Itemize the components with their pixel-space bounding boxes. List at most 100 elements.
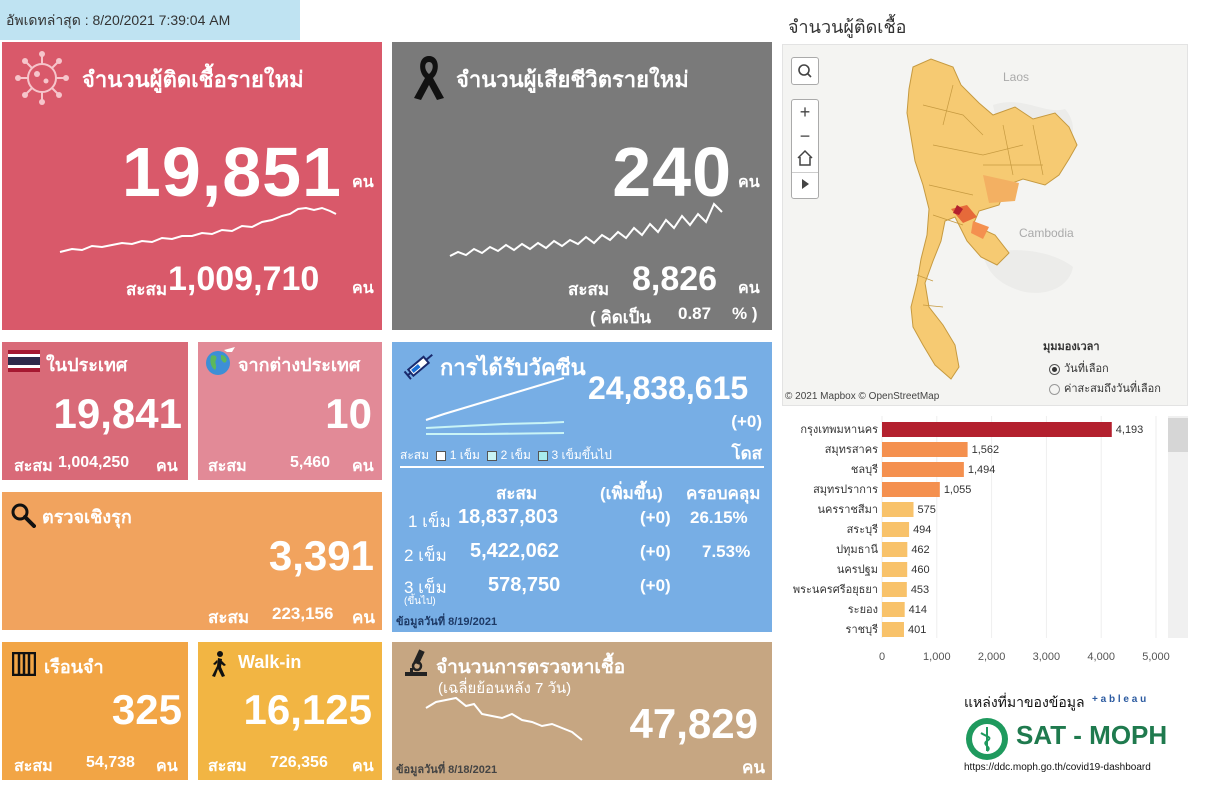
dose1-label: 1 เข็ม: [408, 512, 451, 531]
prison-bars-icon: [12, 652, 36, 676]
bar-value-label: 414: [909, 604, 927, 616]
vaccination-header-inc: (เพิ่มขึ้น): [600, 484, 663, 503]
bar-value-label: 462: [911, 544, 929, 556]
vaccination-trend-lines: [425, 377, 565, 435]
map-toolbar: + −: [791, 99, 819, 199]
abroad-acc-label: สะสม: [208, 458, 247, 475]
province-bar[interactable]: [882, 602, 905, 617]
proactive-acc-value: 223,156: [272, 604, 334, 623]
virus-icon: [15, 51, 69, 105]
moph-seal-icon: [966, 718, 1008, 760]
expand-toolbar-button[interactable]: [792, 172, 818, 198]
zoom-out-button[interactable]: −: [799, 126, 811, 146]
prison-acc-label: สะสม: [14, 758, 53, 775]
new-cases-sparkline: [59, 206, 337, 253]
time-option-cumulative[interactable]: ค่าสะสมถึงวันที่เลือก: [1049, 379, 1161, 397]
dose2-inc: (+0): [640, 542, 671, 561]
new-deaths-title: จำนวนผู้เสียชีวิตรายใหม่: [456, 67, 689, 92]
legend-dose-3: 3 เข็มขึ้นไป: [551, 448, 612, 462]
province-map[interactable]: Laos Cambodia + − มุมมองเวลา วันที่เลือก…: [782, 44, 1188, 406]
time-option-label-0: วันที่เลือก: [1064, 363, 1109, 375]
domestic-acc-value: 1,004,250: [58, 454, 130, 471]
province-bar[interactable]: [882, 502, 914, 517]
chart-scrollbar-thumb[interactable]: [1168, 418, 1188, 452]
vaccination-card: การได้รับวัคซีน 24,838,615 (+0) โดส สะสม…: [392, 342, 772, 632]
testing-unit: คน: [742, 758, 765, 777]
testing-note: ข้อมูลวันที่ 8/18/2021: [396, 764, 498, 776]
province-bar[interactable]: [882, 622, 904, 637]
bar-chart-svg: 0 1,000 2,000 3,000 4,000 5,000 กรุงเทพมหานคร 4…: [793, 416, 1188, 663]
death-rate-value: 0.87: [678, 304, 712, 323]
bar-value-label: 1,055: [944, 484, 972, 496]
data-source-area: แหล่งที่มาของข้อมูล + a b l e a u SAT - …: [930, 690, 1190, 780]
proactive-value: 3,391: [268, 532, 374, 579]
vaccination-total: 24,838,615: [588, 370, 749, 406]
vaccination-header-cov: ครอบคลุม: [686, 484, 761, 503]
legend-swatch-2: [487, 450, 498, 461]
dose1-acc: 18,837,803: [458, 506, 559, 528]
prison-acc-unit: คน: [156, 758, 178, 775]
vaccination-title: การได้รับวัคซีน: [440, 355, 586, 380]
province-label: สมุทรสาคร: [825, 444, 878, 456]
dose3-acc: 578,750: [488, 574, 561, 596]
thailand-map: Laos Cambodia: [783, 45, 1187, 405]
abroad-value: 10: [325, 390, 372, 437]
x-tick-label: 3,000: [1033, 651, 1061, 663]
play-arrow-icon: [802, 179, 809, 189]
source-url[interactable]: https://ddc.moph.go.th/covid19-dashboard: [964, 762, 1151, 773]
new-cases-card: จำนวนผู้ติดเชื้อรายใหม่ 19,851 คน สะสม 1…: [2, 42, 382, 330]
map-search-button[interactable]: [791, 57, 819, 85]
map-attribution[interactable]: © 2021 Mapbox © OpenStreetMap: [785, 391, 940, 402]
province-label: ปทุมธานี: [836, 543, 878, 556]
province-bar[interactable]: [882, 442, 968, 457]
abroad-acc-unit: คน: [352, 458, 374, 475]
vaccination-divider: [400, 466, 764, 468]
new-deaths-acc-unit: คน: [738, 280, 760, 297]
time-option-label-1: ค่าสะสมถึงวันที่เลือก: [1064, 383, 1161, 395]
legend-swatch-1: [436, 450, 447, 461]
province-label: สระบุรี: [847, 523, 879, 536]
vaccination-legend: สะสม 1 เข็ม 2 เข็ม 3 เข็มขึ้นไป: [400, 446, 612, 465]
microscope-icon: [405, 649, 427, 676]
province-label: ระยอง: [848, 604, 878, 616]
testing-card: จำนวนการตรวจหาเชื้อ (เฉลี่ยย้อนหลัง 7 วั…: [392, 642, 772, 780]
time-option-selected[interactable]: วันที่เลือก: [1049, 359, 1109, 377]
search-icon: [798, 64, 812, 78]
new-cases-title: จำนวนผู้ติดเชื้อรายใหม่: [82, 67, 304, 92]
domestic-card: ในประเทศ 19,841 สะสม 1,004,250 คน: [2, 342, 188, 480]
bar-value-label: 575: [918, 504, 936, 516]
province-bar[interactable]: [882, 462, 964, 477]
new-cases-acc-value: 1,009,710: [168, 260, 320, 298]
province-label: ราชบุรี: [846, 623, 879, 636]
province-label: พระนครศรีอยุธยา: [793, 583, 878, 596]
globe-plane-icon: [206, 347, 235, 375]
radio-selected[interactable]: [1049, 363, 1060, 375]
map-title: จำนวนผู้ติดเชื้อ: [788, 17, 907, 37]
home-button[interactable]: [792, 148, 818, 172]
province-bar[interactable]: [882, 562, 908, 577]
new-deaths-acc-label: สะสม: [568, 280, 610, 299]
dose3-sublabel: (ขึ้นไป): [404, 596, 436, 607]
abroad-acc-value: 5,460: [290, 454, 331, 471]
province-bar[interactable]: [882, 582, 907, 597]
new-deaths-value: 240: [612, 133, 732, 211]
radio-unselected[interactable]: [1049, 383, 1060, 395]
last-update-label: อัพเดทล่าสุด : 8/20/2021 7:39:04 AM: [0, 0, 300, 40]
new-deaths-unit: คน: [738, 174, 760, 191]
sat-moph-brand: SAT - MOPH: [1016, 720, 1168, 750]
bar-value-label: 460: [911, 564, 929, 576]
prison-acc-value: 54,738: [86, 754, 135, 771]
province-bar[interactable]: [882, 522, 910, 537]
walking-person-icon: [212, 651, 226, 677]
province-bar[interactable]: [882, 422, 1112, 437]
legend-dose-1: 1 เข็ม: [449, 448, 480, 462]
proactive-testing-card: ตรวจเชิงรุก 3,391 สะสม 223,156 คน: [2, 492, 382, 630]
chart-scrollbar-track[interactable]: [1168, 416, 1188, 638]
province-label: นครปฐม: [837, 564, 878, 576]
province-bar[interactable]: [882, 542, 908, 557]
province-bar[interactable]: [882, 482, 940, 497]
zoom-in-button[interactable]: +: [799, 102, 811, 122]
domestic-acc-label: สะสม: [14, 458, 53, 475]
thai-flag-icon: [8, 350, 40, 372]
tableau-logo[interactable]: + a b l e a u: [1092, 694, 1147, 705]
